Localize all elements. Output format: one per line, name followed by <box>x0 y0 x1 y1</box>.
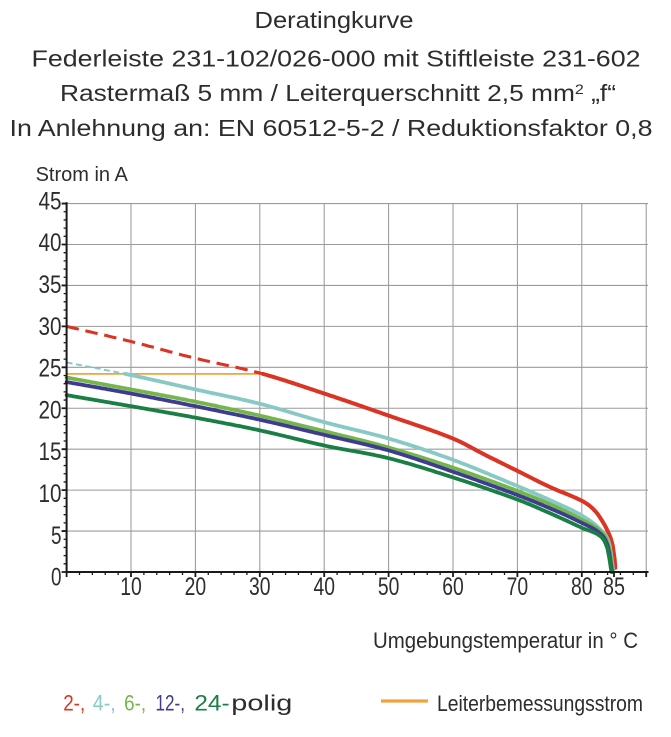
svg-text:polig: polig <box>231 691 292 716</box>
svg-text:40: 40 <box>39 229 62 257</box>
svg-text:Federleiste 231-102/026-000 mi: Federleiste 231-102/026-000 mit Stiftlei… <box>32 46 641 72</box>
svg-text:25: 25 <box>39 355 62 383</box>
svg-text:45: 45 <box>39 187 62 215</box>
svg-text:Rastermaß 5 mm / Leiterquersch: Rastermaß 5 mm / Leiterquerschnitt 2,5 m… <box>60 80 616 106</box>
svg-text:80: 80 <box>571 573 593 601</box>
svg-text:15: 15 <box>39 438 62 466</box>
svg-text:35: 35 <box>39 271 62 299</box>
svg-text:Strom in A: Strom in A <box>36 164 129 186</box>
svg-text:50: 50 <box>378 573 400 601</box>
svg-text:40: 40 <box>313 573 335 601</box>
svg-text:20: 20 <box>185 573 207 601</box>
svg-text:Leiterbemessungsstrom: Leiterbemessungsstrom <box>437 691 643 716</box>
svg-text:2-,: 2-, <box>63 691 85 716</box>
svg-text:12-,: 12-, <box>156 691 186 716</box>
svg-text:5: 5 <box>51 522 62 550</box>
svg-text:Umgebungstemperatur in ° C: Umgebungstemperatur in ° C <box>373 628 638 653</box>
svg-text:In Anlehnung an: EN 60512-5-2: In Anlehnung an: EN 60512-5-2 / Reduktio… <box>10 115 653 141</box>
svg-text:60: 60 <box>442 573 464 601</box>
svg-text:6-,: 6-, <box>124 691 146 716</box>
svg-text:10: 10 <box>120 573 142 601</box>
svg-text:Deratingkurve: Deratingkurve <box>255 7 414 33</box>
svg-text:24-: 24- <box>194 691 229 716</box>
svg-text:85: 85 <box>603 573 625 601</box>
svg-text:30: 30 <box>39 313 62 341</box>
svg-text:4-,: 4-, <box>93 691 116 716</box>
svg-text:30: 30 <box>249 573 271 601</box>
svg-text:70: 70 <box>507 573 529 601</box>
svg-text:0: 0 <box>51 564 62 592</box>
svg-text:20: 20 <box>39 396 62 424</box>
svg-text:10: 10 <box>39 480 62 508</box>
